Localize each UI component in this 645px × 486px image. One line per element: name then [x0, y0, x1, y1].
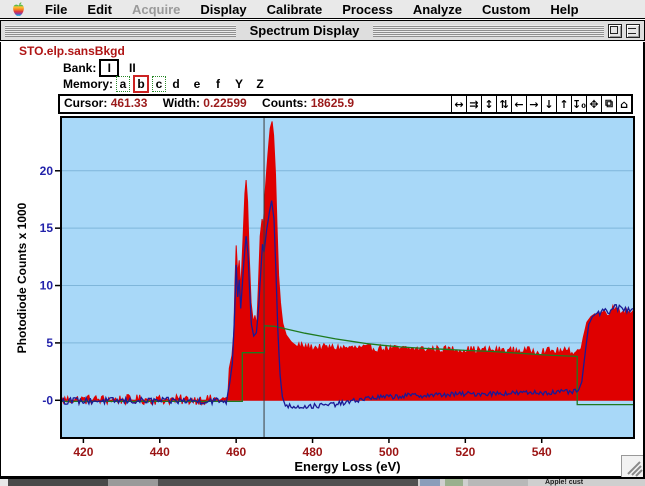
x-tick-label: 540	[532, 445, 552, 459]
width-value: 0.22599	[203, 96, 247, 110]
series-difference-line	[62, 200, 633, 410]
zoom-box-icon	[610, 25, 619, 34]
zoom-box-button[interactable]	[608, 23, 623, 38]
background-windows-sliver: Apple! cust	[0, 478, 645, 486]
spectrum-plot[interactable]: 420 440 460 480 500 520 540 20 15 10 5 -0	[1, 110, 645, 480]
expand-horizontal-button[interactable]: ⇉	[466, 96, 481, 112]
spectrum-filename: STO.elp.sansBkgd	[19, 44, 125, 58]
title-bar-stripes	[5, 24, 236, 37]
background-window-fragment	[468, 479, 528, 486]
memory-label: Memory:	[63, 77, 114, 91]
collapse-box-button[interactable]	[626, 23, 641, 38]
bank-label: Bank:	[63, 61, 97, 75]
menu-custom[interactable]: Custom	[482, 1, 531, 17]
menu-edit[interactable]: Edit	[87, 1, 112, 17]
y-tick-label: -0	[42, 393, 53, 407]
x-tick-label: 420	[73, 445, 93, 459]
pan-up-button[interactable]: ↑	[556, 96, 571, 112]
memory-slot-f[interactable]: f	[216, 77, 221, 91]
memory-slot-y[interactable]: Y	[235, 77, 244, 91]
select-region-button[interactable]: ⧉	[601, 96, 616, 112]
menu-file[interactable]: File	[45, 1, 68, 17]
memory-slot-a[interactable]: a	[116, 76, 131, 92]
memory-slot-z[interactable]: Z	[256, 77, 264, 91]
pan-left-button[interactable]: ←	[511, 96, 526, 112]
counts-label: Counts:	[262, 96, 308, 110]
background-window-fragment	[108, 479, 158, 486]
home-view-button[interactable]: ⌂	[616, 96, 631, 112]
y-tick-label: 5	[46, 336, 53, 350]
memory-row: Memory: a b c d e f Y Z	[63, 75, 274, 93]
background-window-text: Apple! cust	[545, 479, 584, 486]
memory-slot-d[interactable]: d	[172, 77, 180, 91]
x-tick-label: 520	[455, 445, 475, 459]
resize-grip[interactable]	[621, 455, 643, 477]
collapse-box-icon	[628, 27, 637, 34]
cursor-value: 461.33	[110, 96, 148, 110]
width-label: Width:	[162, 96, 200, 110]
title-bar-stripes	[373, 24, 605, 37]
zero-baseline-button[interactable]: ↧₀	[571, 96, 587, 112]
apple-menu-icon[interactable]	[8, 1, 35, 17]
x-axis-title: Energy Loss (eV)	[294, 459, 401, 474]
bank-option-1[interactable]: I	[99, 59, 120, 77]
pan-down-button[interactable]: ↓	[541, 96, 556, 112]
menu-process[interactable]: Process	[342, 1, 393, 17]
y-tick-label: 10	[40, 279, 54, 293]
apple-logo-icon	[13, 1, 24, 16]
x-tick-label: 500	[379, 445, 399, 459]
background-window-fragment	[0, 479, 8, 486]
window-title-bar[interactable]: Spectrum Display	[0, 20, 645, 41]
background-window-fragment	[445, 479, 463, 486]
menu-help[interactable]: Help	[550, 1, 579, 17]
plot-border	[60, 116, 635, 439]
menu-acquire: Acquire	[131, 1, 181, 17]
cursor-label: Cursor:	[64, 96, 108, 110]
y-tick-label: 20	[40, 164, 54, 178]
expand-vertical-button[interactable]: ⇅	[496, 96, 511, 112]
x-tick-label: 480	[303, 445, 323, 459]
status-bar: Cursor: 461.33 Width: 0.22599 Counts: 18…	[58, 94, 633, 114]
x-tick-label: 460	[226, 445, 246, 459]
y-tick-label: 15	[40, 221, 54, 235]
background-window-fragment	[8, 479, 108, 486]
scale-horizontal-button[interactable]: ↔	[451, 96, 466, 112]
spectrum-display-window-body: STO.elp.sansBkgd Bank: I II Memory: a b …	[0, 42, 645, 478]
pan-right-button[interactable]: →	[526, 96, 541, 112]
memory-slot-b[interactable]: b	[133, 75, 150, 93]
resize-grip-icon	[627, 461, 643, 477]
x-tick-label: 440	[150, 445, 170, 459]
menu-calibrate[interactable]: Calibrate	[266, 1, 323, 17]
memory-slot-e[interactable]: e	[193, 77, 201, 91]
background-window-fragment	[158, 479, 418, 486]
bank-row: Bank: I II	[63, 59, 143, 77]
menu-display[interactable]: Display	[200, 1, 247, 17]
background-window-fragment	[420, 479, 440, 486]
menu-bar: File Edit Acquire Display Calibrate Proc…	[0, 0, 645, 19]
window-title: Spectrum Display	[249, 23, 360, 38]
plot-toolbar: ↔ ⇉ ↕ ⇅ ← → ↓ ↑ ↧₀ ✥ ⧉ ⌂	[451, 96, 631, 112]
menu-analyze[interactable]: Analyze	[412, 1, 462, 17]
memory-slot-c[interactable]: c	[152, 76, 167, 92]
scale-vertical-button[interactable]: ↕	[481, 96, 496, 112]
counts-value: 18625.9	[310, 96, 355, 110]
cursor-readout: Cursor: 461.33 Width: 0.22599 Counts: 18…	[60, 96, 366, 112]
pan-all-button[interactable]: ✥	[586, 96, 601, 112]
bank-option-2[interactable]: II	[129, 61, 136, 75]
